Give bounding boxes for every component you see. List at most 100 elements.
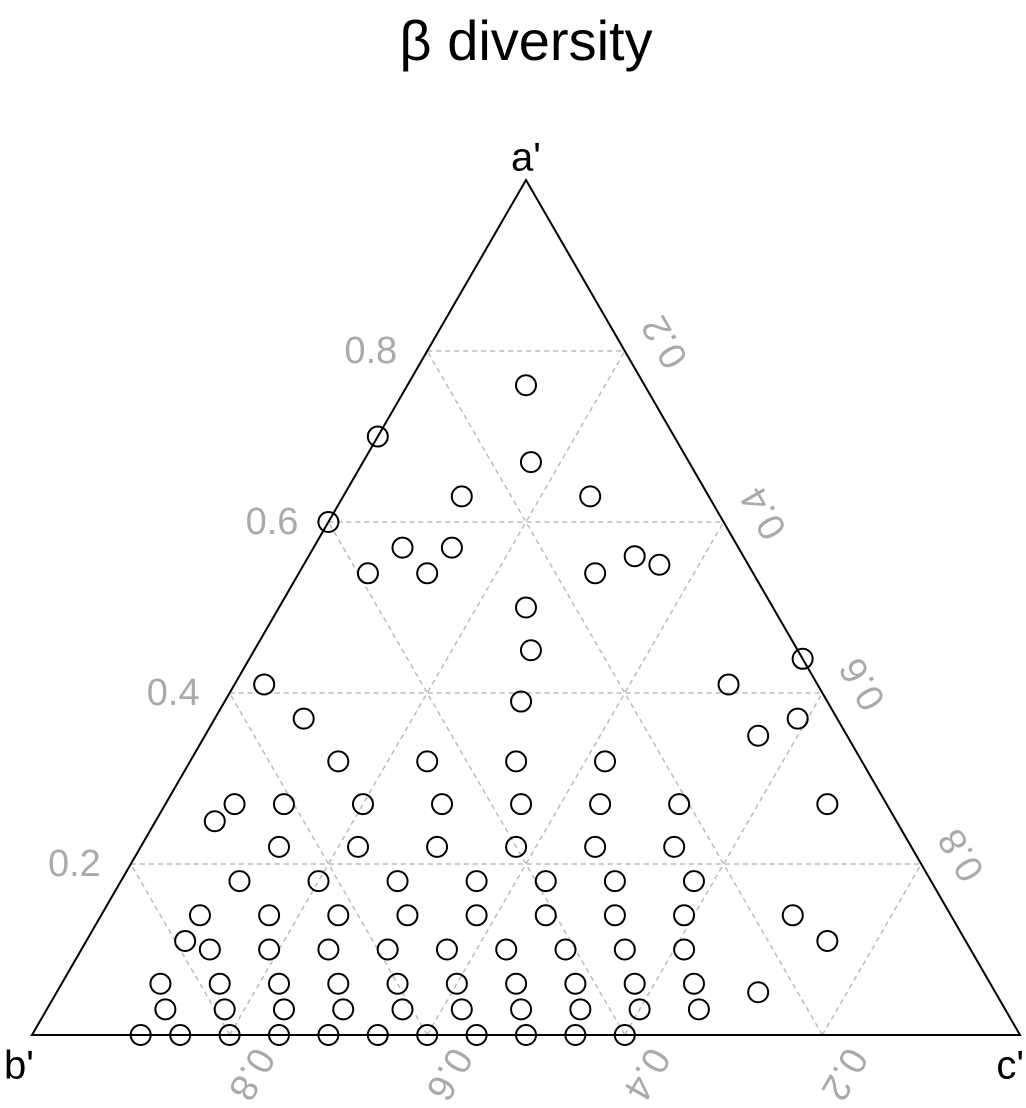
point — [445, 972, 468, 995]
point — [505, 835, 528, 858]
point — [391, 998, 414, 1021]
point — [465, 1024, 488, 1046]
point — [465, 904, 488, 927]
point — [682, 972, 705, 995]
point — [317, 511, 340, 533]
point — [356, 562, 379, 585]
vertex-label: a' — [511, 136, 541, 180]
point — [816, 793, 839, 816]
point — [786, 707, 809, 730]
point — [386, 972, 409, 995]
b-tick-label: 0.6 — [418, 1041, 481, 1108]
point — [510, 998, 533, 1021]
point — [603, 904, 626, 927]
a-tick-label: 0.2 — [48, 843, 101, 885]
point — [416, 750, 439, 773]
point — [564, 972, 587, 995]
point — [258, 938, 281, 961]
point — [154, 998, 177, 1021]
point — [450, 998, 473, 1021]
grid-line — [327, 521, 626, 1036]
point — [218, 1024, 241, 1046]
point — [534, 904, 557, 927]
point — [816, 929, 839, 952]
point — [673, 904, 696, 927]
point — [198, 938, 221, 961]
point — [579, 485, 602, 508]
point — [747, 981, 770, 1004]
point — [327, 972, 350, 995]
point — [505, 750, 528, 773]
b-tick-label: 0.2 — [813, 1041, 876, 1108]
grid-line — [130, 863, 231, 1036]
point — [435, 938, 458, 961]
point — [307, 870, 330, 893]
point — [258, 904, 281, 927]
point — [554, 938, 577, 961]
c-tick-label: 0.2 — [634, 309, 697, 376]
point — [584, 835, 607, 858]
b-tick-label: 0.8 — [220, 1041, 283, 1108]
point — [268, 835, 290, 858]
c-tick-label: 0.6 — [831, 651, 894, 718]
point — [228, 870, 251, 893]
point — [589, 793, 612, 816]
point — [386, 870, 409, 893]
c-tick-label: 0.4 — [733, 480, 796, 547]
grid-line — [426, 350, 824, 1036]
point — [717, 673, 740, 696]
point — [687, 998, 710, 1021]
point — [673, 938, 696, 961]
point — [510, 793, 533, 816]
point — [203, 810, 226, 833]
point — [505, 972, 528, 995]
point — [440, 536, 463, 559]
point — [351, 793, 374, 816]
point — [149, 972, 172, 995]
point — [515, 596, 537, 619]
point — [332, 998, 355, 1021]
point — [174, 929, 197, 952]
grid-line — [228, 350, 626, 1036]
point — [623, 545, 646, 568]
point — [465, 870, 488, 893]
grid-line — [624, 692, 824, 1036]
point — [613, 1024, 636, 1046]
point — [129, 1024, 152, 1046]
point — [366, 425, 389, 448]
point — [223, 793, 246, 816]
point — [169, 1024, 192, 1046]
point — [603, 870, 626, 893]
a-tick-label: 0.6 — [246, 501, 299, 543]
point — [791, 647, 814, 670]
point — [188, 904, 211, 927]
point — [594, 750, 617, 773]
point — [426, 835, 449, 858]
point — [268, 972, 290, 995]
point — [515, 1024, 537, 1046]
point — [272, 793, 295, 816]
a-tick-label: 0.4 — [147, 672, 200, 714]
point — [495, 938, 518, 961]
point — [317, 1024, 340, 1046]
b-tick-label: 0.4 — [615, 1041, 678, 1108]
triangle — [30, 178, 1022, 1036]
point — [450, 485, 473, 508]
c-tick-label: 0.8 — [930, 822, 993, 889]
grid-line — [228, 692, 428, 1036]
point — [682, 870, 705, 893]
vertex-label: b' — [4, 1044, 34, 1088]
point — [347, 835, 370, 858]
point — [213, 998, 236, 1021]
point — [253, 673, 276, 696]
point — [623, 972, 646, 995]
a-tick-label: 0.8 — [344, 330, 397, 372]
point — [613, 938, 636, 961]
point — [366, 1024, 389, 1046]
grid-line — [821, 863, 922, 1036]
point — [519, 639, 542, 662]
point — [268, 1024, 290, 1046]
point — [416, 562, 439, 585]
point — [208, 972, 231, 995]
